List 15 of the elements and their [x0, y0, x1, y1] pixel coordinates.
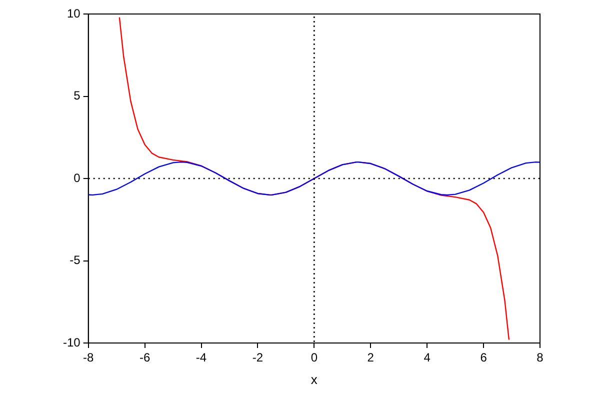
- x-tick-label: -4: [196, 350, 207, 365]
- x-tick-label: -2: [252, 350, 264, 365]
- y-tick-label: 0: [74, 170, 81, 185]
- x-axis-title: x: [310, 372, 318, 387]
- y-tick-label: 5: [74, 88, 81, 103]
- y-tick-label: -5: [70, 253, 81, 268]
- x-tick-label: 8: [536, 350, 544, 365]
- x-tick-label: 2: [367, 350, 374, 365]
- x-tick-label: -6: [139, 350, 150, 365]
- x-tick-label: -8: [83, 350, 94, 365]
- y-tick-label: -10: [63, 335, 81, 350]
- x-tick-label: 0: [310, 350, 318, 365]
- y-tick-label: 10: [66, 6, 81, 20]
- x-tick-label: 4: [424, 350, 431, 365]
- x-tick-label: 6: [480, 350, 488, 365]
